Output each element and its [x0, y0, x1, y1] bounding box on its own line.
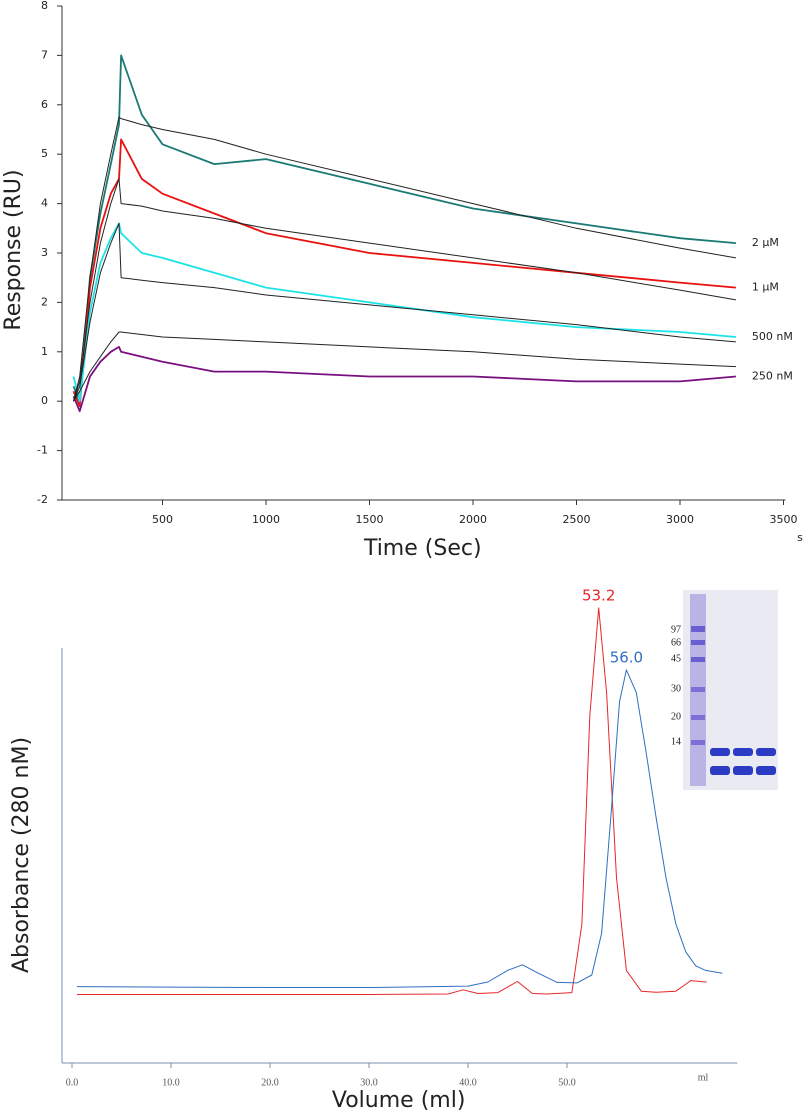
x-tick-label: 1000 — [252, 513, 280, 526]
series-label: 500 nM — [752, 330, 793, 343]
series-line — [76, 669, 723, 988]
gel-band — [710, 766, 730, 775]
gel-band — [733, 766, 753, 775]
gel-ladder-band — [691, 715, 705, 720]
y-tick-label: 8 — [41, 0, 48, 12]
gel-marker-label: 14 — [671, 736, 681, 747]
series-label: 2 µM — [752, 236, 779, 249]
series-line — [73, 178, 736, 402]
y-tick-label: 1 — [41, 345, 48, 358]
x-axis-title: Time (Sec) — [363, 536, 482, 561]
series-line — [72, 138, 736, 407]
gel-marker-label: 20 — [671, 711, 681, 722]
x-tick-label: 3500 — [770, 513, 798, 526]
y-tick-label: 0 — [41, 394, 48, 407]
gel-band — [756, 766, 776, 775]
gel-band — [710, 748, 730, 756]
x-tick-label: 500 — [152, 513, 173, 526]
series-line — [72, 346, 736, 412]
y-tick-label: 7 — [41, 48, 48, 61]
y-tick-label: 5 — [41, 147, 48, 160]
y-tick-label: 6 — [41, 98, 48, 111]
series-line — [72, 222, 736, 403]
x-tick-label: 2000 — [459, 513, 487, 526]
series-line — [72, 54, 736, 403]
gel-marker-label: 97 — [671, 624, 681, 635]
y-tick-label: 4 — [41, 197, 48, 210]
y-tick-label: -1 — [37, 444, 48, 457]
series-line — [73, 331, 736, 402]
gel-ladder-band — [691, 687, 705, 692]
gel-band — [733, 748, 753, 756]
x-tick-label: 2500 — [563, 513, 591, 526]
peak-label: 56.0 — [610, 648, 643, 666]
gel-marker-label: 30 — [671, 683, 681, 694]
x-axis-unit: ml — [698, 1072, 709, 1083]
gel-ladder-band — [691, 657, 705, 662]
peak-label: 53.2 — [582, 586, 615, 604]
x-tick-label: 30.0 — [360, 1077, 378, 1088]
series-label: 250 nM — [752, 370, 793, 383]
x-tick-label: 3000 — [666, 513, 694, 526]
x-tick-label: 50.0 — [558, 1077, 576, 1088]
x-tick-label: 40.0 — [459, 1077, 477, 1088]
y-axis-title: Response (RU) — [1, 169, 26, 330]
y-tick-label: -2 — [37, 493, 48, 506]
y-tick-label: 2 — [41, 295, 48, 308]
gel-band — [756, 748, 776, 756]
x-tick-label: 1500 — [356, 513, 384, 526]
series-line — [73, 222, 736, 402]
y-tick-label: 3 — [41, 246, 48, 259]
gel-inset — [683, 590, 778, 790]
gel-ladder-band — [691, 740, 705, 745]
series-line — [73, 116, 736, 402]
gel-marker-label: 45 — [671, 653, 681, 664]
gel-ladder-band — [691, 640, 705, 645]
series-label: 1 µM — [752, 281, 779, 294]
x-axis-unit: s — [797, 531, 803, 544]
x-tick-label: 0.0 — [66, 1077, 79, 1088]
gel-ladder-band — [691, 626, 705, 632]
x-tick-label: 20.0 — [261, 1077, 279, 1088]
x-axis-title: Volume (ml) — [332, 1088, 466, 1113]
x-tick-label: 10.0 — [162, 1077, 180, 1088]
y-axis-title: Absorbance (280 nM) — [9, 737, 34, 973]
series-line — [77, 607, 707, 995]
gel-marker-label: 66 — [671, 637, 681, 648]
